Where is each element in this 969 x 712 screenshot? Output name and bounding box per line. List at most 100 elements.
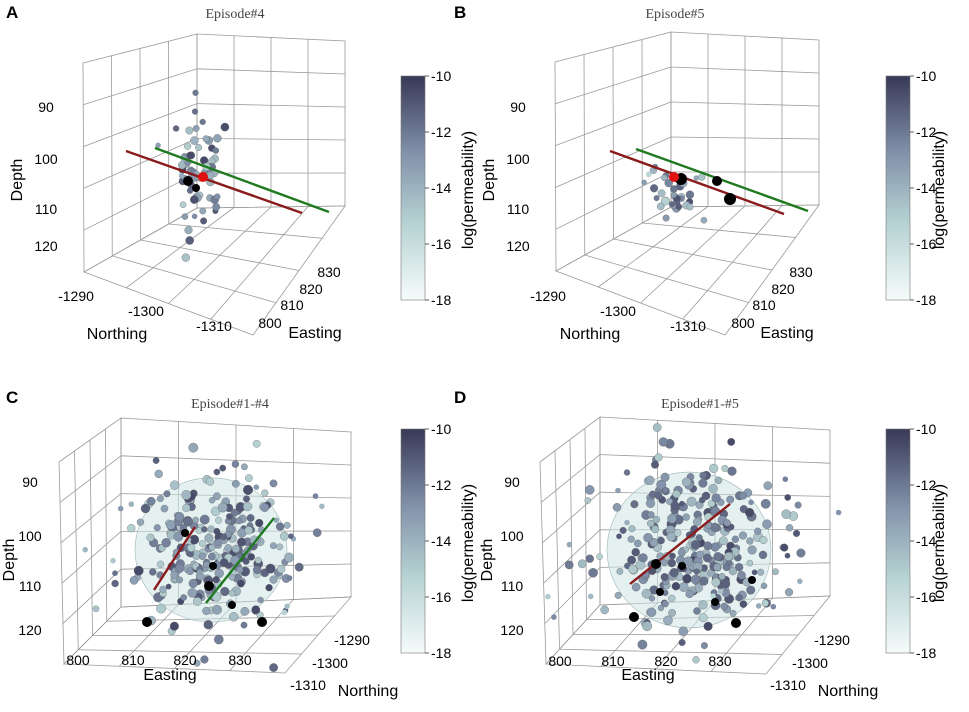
scatter-point	[794, 501, 802, 509]
grid-line	[670, 136, 820, 140]
scatter-point	[251, 605, 261, 615]
scatter-point	[693, 607, 701, 615]
scatter-point	[127, 524, 136, 533]
scatter-point	[699, 576, 709, 586]
scatter-point	[651, 525, 660, 534]
scatter-point	[667, 513, 677, 524]
scatter-point	[710, 542, 720, 552]
large-black-point	[181, 529, 189, 537]
scatter-point	[780, 543, 789, 552]
scatter-point	[231, 460, 240, 468]
y-tick-label: -1310	[290, 677, 326, 693]
scatter-point	[176, 576, 184, 584]
grid-line	[89, 439, 93, 636]
scatter-point	[265, 584, 273, 592]
grid-line	[120, 455, 352, 466]
grid-line	[74, 450, 79, 650]
scatter-point	[170, 480, 180, 490]
scatter-point	[196, 569, 203, 575]
scatter-point	[770, 603, 777, 610]
grid-line	[196, 138, 346, 141]
scatter-point	[707, 499, 716, 508]
z-tick-label: 90	[38, 99, 54, 115]
scatter-point	[190, 195, 199, 204]
scatter-point	[247, 553, 255, 561]
scatter-point	[667, 558, 676, 568]
scatter-point	[720, 602, 729, 611]
scatter-point	[623, 469, 631, 476]
scatter-point	[178, 172, 185, 179]
colorbar-tick-label: -16	[916, 589, 936, 605]
scatter-point	[690, 540, 701, 550]
scatter-point	[213, 468, 221, 476]
grid-line	[92, 634, 319, 636]
scatter-points	[155, 89, 230, 262]
scatter-point	[200, 655, 209, 664]
scatter-point	[735, 594, 743, 602]
scatter-point	[713, 563, 722, 572]
scatter-point	[159, 585, 167, 594]
grid-line	[710, 597, 773, 672]
scatter-point	[682, 513, 690, 521]
z-tick-label: 90	[504, 474, 520, 490]
scatter-point	[797, 578, 803, 585]
scatter-point	[723, 519, 731, 527]
scatter-point	[748, 499, 754, 506]
scatter-point	[751, 569, 758, 576]
scatter-point	[566, 541, 573, 548]
x-tick-label: 800	[66, 652, 90, 668]
scatter-point	[319, 503, 325, 510]
scatter-point	[199, 118, 206, 125]
scatter-point	[657, 604, 665, 612]
scatter-point	[187, 588, 198, 598]
scatter-point	[662, 214, 670, 222]
grid-line	[682, 205, 783, 320]
y-axis-label: Northing	[818, 683, 878, 700]
colorbar-tick-label: -14	[916, 533, 936, 549]
colorbar-tick-label: -14	[431, 533, 451, 549]
panel-title: Episode#1-#4	[191, 397, 269, 412]
scatter-point	[645, 498, 656, 508]
scatter-point	[584, 497, 592, 504]
scatter-point	[277, 565, 286, 574]
z-tick-label: 120	[500, 622, 524, 638]
fault-line	[152, 526, 197, 591]
scatter-point	[184, 142, 192, 150]
scatter-point	[695, 534, 703, 542]
panel-B: B Episode#5 90 100 110 120 -1290 -1300 -1310 800 8…	[454, 3, 948, 343]
scatter-point	[585, 554, 594, 563]
z-axis-label: Depth	[1, 539, 18, 582]
y-tick-label: -1300	[312, 655, 348, 671]
scatter-point	[235, 517, 243, 525]
scatter-point	[722, 563, 731, 572]
scatter-point	[746, 585, 756, 595]
scatter-point	[312, 493, 319, 499]
scatter-point	[286, 575, 293, 581]
scatter-point	[763, 481, 773, 491]
scatter-point	[664, 178, 673, 188]
scatter-point	[187, 543, 196, 552]
scatter-point	[188, 578, 198, 588]
scatter-point	[545, 593, 551, 600]
scatter-point	[174, 512, 185, 522]
scatter-point	[627, 555, 636, 565]
scatter-point	[724, 552, 733, 561]
scatter-point	[587, 593, 594, 600]
large-black-point	[257, 617, 267, 627]
scatter-point	[696, 550, 705, 559]
scatter-point	[746, 559, 754, 567]
colorbar-tick-label: -10	[916, 68, 936, 84]
x-tick-label: 820	[654, 653, 678, 669]
y-tick-label: -1300	[792, 655, 828, 671]
scatter-point	[117, 505, 124, 512]
scatter-point	[612, 503, 622, 512]
x-tick-label: 830	[228, 652, 252, 668]
scatter-point	[219, 464, 227, 472]
scatter-point	[231, 479, 240, 488]
scatter-point	[720, 578, 731, 589]
scatter-point	[584, 485, 595, 495]
scatter-point	[792, 529, 801, 537]
x-tick-label: -1300	[600, 303, 636, 319]
y-tick-label: -1310	[770, 677, 806, 693]
y-tick-label: -1290	[334, 632, 370, 648]
